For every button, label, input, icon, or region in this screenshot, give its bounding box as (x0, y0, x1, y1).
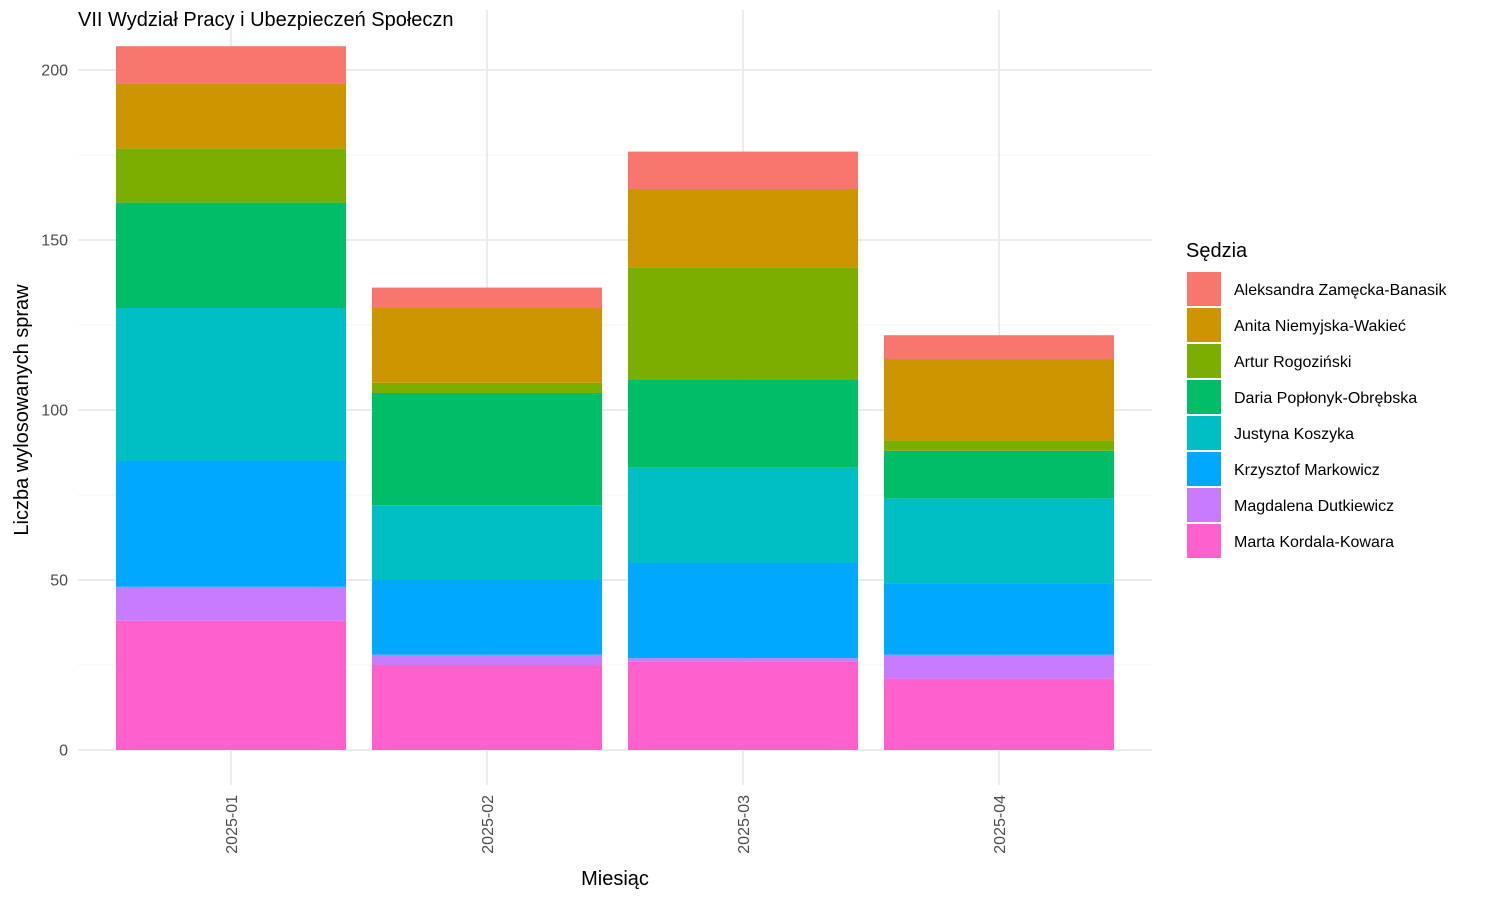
bar-segment (628, 658, 858, 662)
legend-label: Daria Popłonyk-Obrębska (1234, 390, 1417, 407)
legend-key (1187, 272, 1221, 306)
bars-layer (116, 46, 1114, 750)
bar-segment (628, 661, 858, 750)
axis-layer: 0 50 100 150 200 2025-01 2025-02 2025-03 2025-04 (41, 63, 1009, 854)
bar-segment (884, 335, 1114, 359)
bar-segment (116, 586, 346, 621)
legend-key (1187, 380, 1221, 414)
bar-segment (372, 665, 602, 750)
legend-label: Anita Niemyjska-Wakieć (1234, 318, 1406, 335)
bar-segment (372, 287, 602, 308)
legend-label: Krzysztof Markowicz (1234, 462, 1380, 479)
bar-segment (628, 379, 858, 468)
x-tick-label: 2025-04 (992, 795, 1009, 854)
bar-segment (884, 654, 1114, 679)
bar-segment (884, 440, 1114, 451)
x-tick-label: 2025-03 (736, 795, 753, 854)
bar-segment (884, 359, 1114, 441)
y-tick-label: 100 (41, 403, 68, 420)
bar-segment (116, 83, 346, 149)
bar-segment (116, 308, 346, 461)
legend-label: Marta Kordala-Kowara (1234, 534, 1394, 551)
bar-segment (628, 151, 858, 189)
bar-segment (372, 580, 602, 655)
bar-segment (884, 498, 1114, 584)
x-axis-title: Miesiąc (581, 868, 649, 890)
bar-segment (116, 202, 346, 308)
bar-segment (628, 467, 858, 563)
bar-segment (372, 654, 602, 665)
legend-title: Sędzia (1186, 240, 1248, 262)
bar-segment (628, 563, 858, 659)
legend-key (1187, 344, 1221, 378)
bar-segment (372, 505, 602, 580)
y-axis-title: Liczba wylosowanych spraw (11, 284, 33, 536)
bar-segment (372, 308, 602, 383)
chart-title: VII Wydział Pracy i Ubezpieczeń Społeczn (78, 9, 454, 31)
x-tick-label: 2025-01 (224, 795, 241, 854)
y-tick-label: 150 (41, 233, 68, 250)
bar-segment (884, 678, 1114, 750)
y-tick-label: 50 (50, 573, 68, 590)
legend-label: Artur Rogoziński (1234, 354, 1351, 371)
legend-key (1187, 488, 1221, 522)
bar-segment (884, 583, 1114, 655)
legend-label: Justyna Koszyka (1234, 426, 1354, 443)
x-tick-label: 2025-02 (480, 795, 497, 854)
legend-key (1187, 452, 1221, 486)
bar-segment (372, 393, 602, 506)
legend-label: Magdalena Dutkiewicz (1234, 498, 1394, 515)
legend-key (1187, 308, 1221, 342)
bar-segment (372, 382, 602, 393)
legend-key (1187, 524, 1221, 558)
bar-segment (116, 620, 346, 750)
bar-segment (116, 46, 346, 84)
legend-label: Aleksandra Zamęcka-Banasik (1234, 282, 1448, 299)
bar-segment (628, 189, 858, 268)
y-tick-label: 200 (41, 63, 68, 80)
legend-key (1187, 416, 1221, 450)
legend: Sędzia Aleksandra Zamęcka-Banasik Anita N… (1186, 240, 1448, 558)
bar-segment (116, 461, 346, 587)
y-tick-label: 0 (59, 743, 68, 760)
bar-segment (884, 450, 1114, 499)
bar-segment (116, 148, 346, 203)
bar-segment (628, 267, 858, 380)
